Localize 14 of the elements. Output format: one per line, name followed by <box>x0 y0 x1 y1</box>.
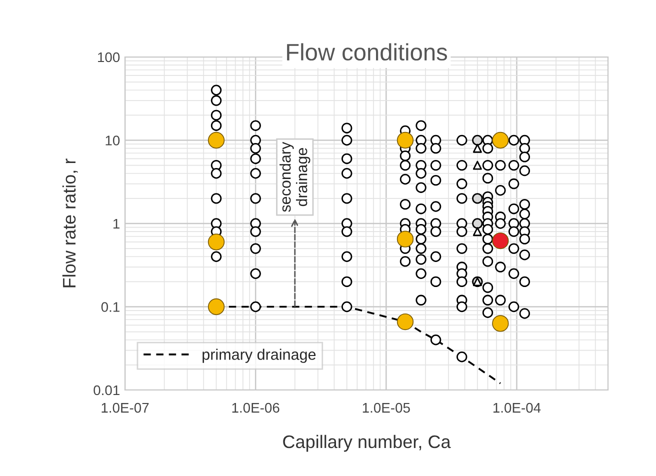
annotation: secondary drainage <box>280 142 310 212</box>
y-tick-label: 0.01 <box>94 385 120 396</box>
y-tick-label: 10 <box>106 136 120 146</box>
x-tick-label: 1.0E-07 <box>102 402 149 413</box>
y-axis-title: Flow rate ratio, r <box>62 158 78 288</box>
chart-title: Flow conditions <box>287 43 448 61</box>
x-tick-label: 1.0E-05 <box>362 402 410 413</box>
y-tick-label: 0.1 <box>101 302 120 312</box>
legend-label: primary drainage <box>202 348 316 363</box>
y-tick-label: 1 <box>113 218 120 229</box>
x-axis-title: Capillary number, Ca <box>283 434 451 452</box>
x-tick-label: 1.0E-04 <box>493 402 541 413</box>
y-tick-label: 100 <box>98 52 120 62</box>
x-tick-label: 1.0E-06 <box>232 402 280 413</box>
